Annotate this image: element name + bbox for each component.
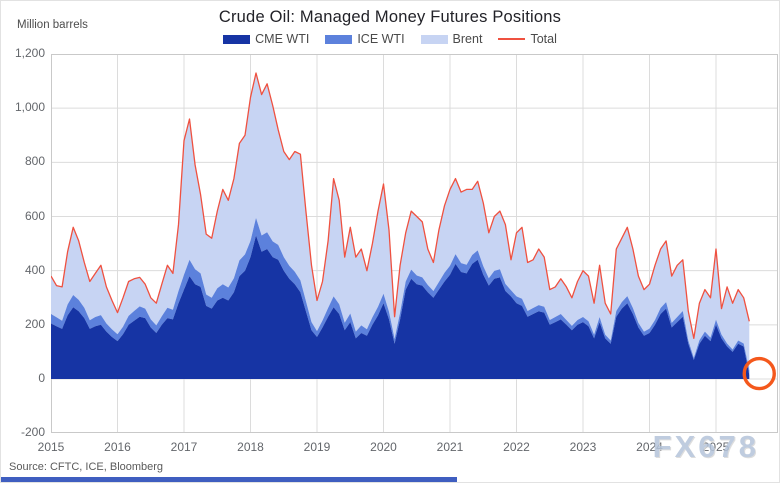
x-axis-tick-label: 2024: [636, 440, 663, 454]
y-axis-tick-label: 400: [24, 262, 45, 277]
x-axis-tick-label: 2018: [237, 440, 264, 454]
y-axis-tick-label: 0: [38, 371, 45, 385]
y-axis-tick-label: 200: [24, 316, 45, 331]
plot-area: [51, 54, 778, 433]
legend-item-cme-wti: CME WTI: [223, 32, 309, 46]
y-axis-tick-label: 800: [24, 154, 45, 169]
y-axis-tick-label: 1,200: [14, 46, 45, 60]
y-axis-tick-label: 600: [24, 208, 45, 223]
chart-title: Crude Oil: Managed Money Futures Positio…: [218, 8, 562, 26]
legend-label-total: Total: [530, 32, 557, 46]
legend-item-total: Total: [498, 32, 557, 46]
x-axis-tick-label: 2015: [37, 440, 65, 454]
bottom-accent-bar: [1, 477, 457, 482]
x-axis-tick-label: 2021: [436, 440, 464, 454]
y-axis-unit-label: Million barrels: [17, 19, 88, 31]
highlight-circle-annotation: [742, 356, 776, 391]
legend: CME WTI ICE WTI Brent Total: [1, 32, 779, 46]
x-axis-tick-label: 2022: [503, 440, 530, 454]
x-axis-tick-label: 2017: [170, 440, 198, 454]
legend-label-cme-wti: CME WTI: [255, 32, 310, 46]
y-axis-tick-label: -200: [20, 425, 45, 440]
legend-item-ice-wti: ICE WTI: [325, 32, 405, 46]
x-axis-tick-label: 2020: [370, 440, 397, 454]
x-axis-tick-label: 2023: [569, 440, 597, 454]
total-line: [51, 72, 750, 340]
plot-border: [51, 54, 778, 433]
ice-wti-swatch-icon: [325, 34, 353, 44]
cme-wti-swatch-icon: [223, 34, 251, 44]
x-axis-tick-label: 2019: [303, 440, 331, 454]
watermark: FX678: [652, 429, 759, 464]
y-axis-tick-label: 1,000: [14, 100, 45, 115]
source-note: Source: CFTC, ICE, Bloomberg: [9, 461, 164, 473]
brent-swatch-icon: [420, 34, 448, 44]
x-axis-tick-label: 2016: [104, 440, 131, 454]
legend-item-brent: Brent: [420, 32, 483, 46]
legend-label-brent: Brent: [452, 32, 483, 46]
area-brent: [51, 73, 750, 371]
legend-label-ice-wti: ICE WTI: [357, 32, 405, 46]
x-axis-tick-label: 2025: [702, 440, 730, 454]
area-cme-wti: [51, 235, 750, 379]
total-line-swatch-icon: [498, 38, 526, 40]
